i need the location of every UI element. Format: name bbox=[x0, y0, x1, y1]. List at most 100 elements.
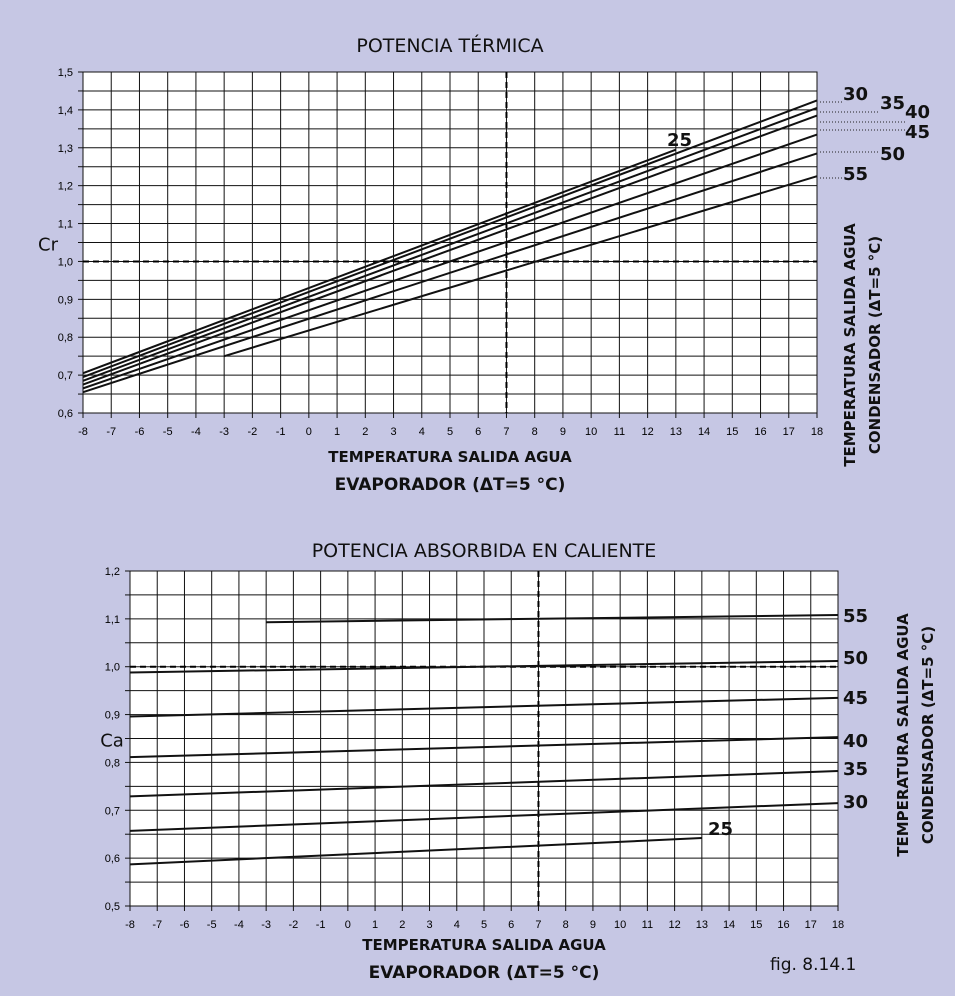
x-tick-label: 8 bbox=[532, 426, 538, 438]
chart-title: POTENCIA TÉRMICA bbox=[356, 34, 543, 57]
x-tick-label: 3 bbox=[426, 919, 432, 931]
x-tick-label: 4 bbox=[419, 426, 425, 438]
right-axis-label-line: CONDENSADOR (ΔT=5 °C) bbox=[919, 626, 937, 844]
right-axis-label-line: CONDENSADOR (ΔT=5 °C) bbox=[866, 236, 884, 454]
chart-title: POTENCIA ABSORBIDA EN CALIENTE bbox=[312, 540, 657, 562]
x-axis-label-line: EVAPORADOR (ΔT=5 °C) bbox=[369, 963, 600, 983]
x-tick-label: -5 bbox=[163, 426, 173, 438]
y-tick-label: 0,6 bbox=[58, 408, 73, 420]
y-tick-label: 1,0 bbox=[105, 662, 120, 674]
chart-potencia-absorbida: POTENCIA ABSORBIDA EN CALIENTE -8 -7 -6 -5 -4… bbox=[100, 540, 937, 983]
x-tick-label: 2 bbox=[362, 426, 368, 438]
series-label-35: 35 bbox=[880, 93, 905, 114]
y-tick-label: 1,0 bbox=[58, 256, 73, 268]
series-label-55: 55 bbox=[843, 606, 868, 627]
series-label-25: 25 bbox=[708, 819, 733, 840]
y-axis-label: Ca bbox=[100, 731, 124, 752]
x-tick-label: 12 bbox=[668, 919, 680, 931]
series-line-50 bbox=[129, 659, 839, 674]
series-line-55 bbox=[266, 614, 839, 624]
y-tick-label: 0,6 bbox=[105, 853, 120, 865]
y-tick-label: 0,7 bbox=[58, 370, 73, 382]
x-tick-label: -3 bbox=[261, 919, 271, 931]
x-tick-label: 14 bbox=[723, 919, 735, 931]
x-tick-label: -8 bbox=[78, 426, 88, 438]
series-label-50: 50 bbox=[880, 144, 905, 165]
x-tick-label: 11 bbox=[642, 919, 653, 931]
x-tick-label: 3 bbox=[390, 426, 396, 438]
x-tick-label: 13 bbox=[670, 426, 682, 438]
y-tick-label: 0,8 bbox=[105, 757, 120, 769]
series-line-40 bbox=[82, 114, 818, 386]
series-line-25 bbox=[82, 148, 677, 375]
x-tick-label: 0 bbox=[306, 426, 312, 438]
x-tick-label: 9 bbox=[590, 919, 596, 931]
x-tick-label: 4 bbox=[454, 919, 460, 931]
x-tick-label: 5 bbox=[481, 919, 487, 931]
y-tick-label: 0,9 bbox=[105, 710, 120, 722]
x-tick-label: -6 bbox=[135, 426, 145, 438]
x-tick-label: 10 bbox=[614, 919, 626, 931]
x-tick-label: 15 bbox=[726, 426, 738, 438]
y-tick-label: 1,2 bbox=[58, 181, 73, 193]
x-tick-label: -4 bbox=[191, 426, 201, 438]
y-tick-label: 0,5 bbox=[105, 901, 120, 913]
y-tick-label: 0,7 bbox=[105, 805, 120, 817]
x-tick-label: 13 bbox=[696, 919, 708, 931]
series-line-40 bbox=[129, 736, 839, 759]
x-tick-label: -2 bbox=[247, 426, 257, 438]
x-tick-label: 11 bbox=[614, 426, 625, 438]
x-tick-label: 6 bbox=[475, 426, 481, 438]
x-tick-label: -8 bbox=[125, 919, 135, 931]
x-tick-label: 8 bbox=[563, 919, 569, 931]
series-label-30: 30 bbox=[843, 792, 868, 813]
x-tick-label: 7 bbox=[535, 919, 541, 931]
x-tick-label: 9 bbox=[560, 426, 566, 438]
series-line-30 bbox=[129, 802, 839, 832]
x-tick-label: -7 bbox=[152, 919, 162, 931]
x-axis-label-line: TEMPERATURA SALIDA AGUA bbox=[362, 936, 606, 954]
x-tick-label: 17 bbox=[783, 426, 795, 438]
x-tick-label: 5 bbox=[447, 426, 453, 438]
y-tick-label: 1,1 bbox=[105, 614, 120, 626]
series-line-35 bbox=[82, 107, 818, 382]
x-axis-label-line: EVAPORADOR (ΔT=5 °C) bbox=[335, 475, 566, 495]
x-tick-label: 17 bbox=[805, 919, 817, 931]
y-tick-label: 1,2 bbox=[105, 566, 120, 578]
x-tick-label: 1 bbox=[334, 426, 340, 438]
series-label-50: 50 bbox=[843, 648, 868, 669]
x-tick-label: 18 bbox=[832, 919, 844, 931]
x-tick-label: -3 bbox=[219, 426, 229, 438]
figure-label: fig. 8.14.1 bbox=[770, 955, 856, 975]
x-tick-label: 6 bbox=[508, 919, 514, 931]
series-label-30: 30 bbox=[843, 84, 868, 105]
series-label-40: 40 bbox=[905, 102, 930, 123]
y-tick-label: 1,5 bbox=[58, 67, 73, 79]
x-tick-label: -7 bbox=[106, 426, 116, 438]
series-line-30 bbox=[82, 99, 818, 378]
x-tick-label: 2 bbox=[399, 919, 405, 931]
series-label-40: 40 bbox=[843, 731, 868, 752]
series-line-55 bbox=[223, 175, 818, 358]
x-tick-label: 16 bbox=[754, 426, 766, 438]
chart-potencia-termica: POTENCIA TÉRMICA-8 -7 -6 -5 -4 -3 -2 -1 0 1 2 3 4 5 6 7… bbox=[38, 34, 930, 495]
right-axis-label-line: TEMPERATURA SALIDA AGUA bbox=[894, 613, 912, 857]
x-tick-label: -1 bbox=[316, 919, 326, 931]
x-tick-label: 10 bbox=[585, 426, 597, 438]
x-tick-label: 15 bbox=[750, 919, 762, 931]
x-tick-label: -4 bbox=[234, 919, 244, 931]
right-axis-label-line: TEMPERATURA SALIDA AGUA bbox=[841, 223, 859, 467]
series-label-45: 45 bbox=[843, 688, 868, 709]
x-tick-label: 16 bbox=[777, 919, 789, 931]
x-tick-label: 14 bbox=[698, 426, 710, 438]
x-tick-label: 0 bbox=[345, 919, 351, 931]
x-tick-label: -2 bbox=[288, 919, 298, 931]
series-line-45 bbox=[129, 696, 839, 718]
y-tick-label: 1,4 bbox=[58, 105, 73, 117]
series-label-55: 55 bbox=[843, 164, 868, 185]
y-tick-label: 1,1 bbox=[58, 219, 73, 231]
x-tick-label: -1 bbox=[276, 426, 286, 438]
y-tick-label: 1,3 bbox=[58, 143, 73, 155]
